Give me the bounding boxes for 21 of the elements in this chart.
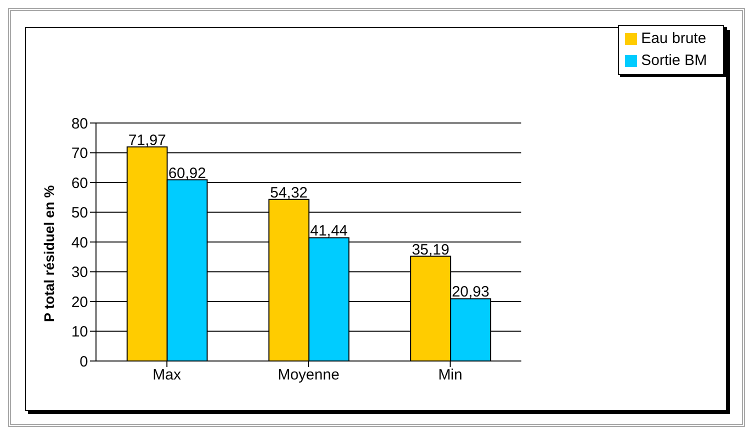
y-tick-label: 10 <box>71 324 88 341</box>
legend-label: Sortie BM <box>641 52 707 69</box>
data-label: 41,44 <box>310 222 348 240</box>
y-tick-label: 80 <box>71 115 88 132</box>
y-tick-label: 50 <box>71 204 88 222</box>
data-label: 35,19 <box>412 241 450 258</box>
y-tick-label: 40 <box>71 234 88 252</box>
legend-label: Eau brute <box>641 30 706 47</box>
y-tick-label: 30 <box>71 264 88 282</box>
x-tick-label: Moyenne <box>278 366 340 384</box>
y-axis-title: P total résiduel en % <box>40 184 57 322</box>
data-label: 54,32 <box>270 184 308 202</box>
y-tick-label: 0 <box>80 353 88 370</box>
y-tick-label: 60 <box>71 174 88 192</box>
data-label: 20,93 <box>452 284 490 301</box>
data-label: 71,97 <box>128 132 166 149</box>
x-tick-label: Min <box>438 366 462 384</box>
y-tick-label: 20 <box>71 294 88 311</box>
data-label: 60,92 <box>168 164 206 182</box>
x-tick-label: Max <box>152 366 182 384</box>
y-tick-label: 70 <box>71 145 88 162</box>
